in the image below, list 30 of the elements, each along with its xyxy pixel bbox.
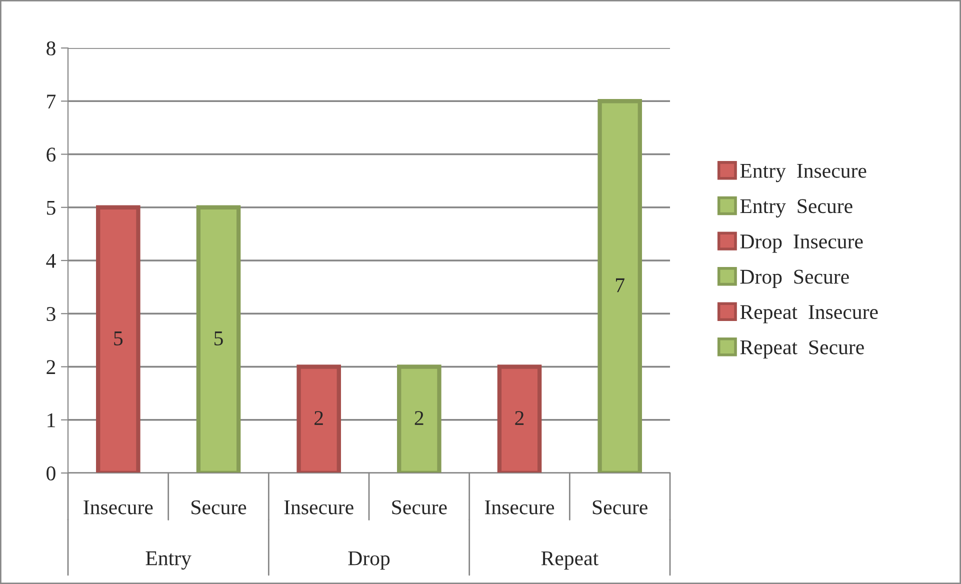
y-tick-label: 0 [46,466,56,480]
data-label: 2 [515,411,524,425]
y-tick-label: 1 [48,413,55,428]
data-label: 2 [414,411,424,425]
text: Entry [146,551,192,570]
x-tick-label: Secure [192,500,246,514]
legend-label: Repeat Secure [740,340,864,359]
legend-label: Drop Secure [740,270,849,288]
y-tick-label: 5 [46,200,56,215]
legend-label: Entry Secure [740,199,852,218]
data-label: 5 [214,332,223,346]
text: Drop [348,551,390,570]
y-tick-label: 4 [46,254,56,268]
legend-label: Drop Insecure [740,234,863,253]
x-tick-label: Secure [392,500,447,514]
x-tick-label: Insecure [84,500,153,514]
data-label: 7 [616,278,624,292]
y-tick-label: 2 [46,360,56,374]
y-tick-label: 6 [46,148,56,162]
x-tick-label: Insecure [284,500,354,514]
x-tick-label: Insecure [484,500,554,514]
data-label: 2 [314,411,323,425]
data-label: 5 [114,332,123,346]
y-tick-label: 8 [46,41,56,56]
x-tick-label: Secure [592,500,648,514]
legend-label: Entry Insecure [740,164,866,182]
y-tick-label: 3 [46,307,56,322]
y-tick-label: 7 [47,94,56,108]
legend-label: Repeat Insecure [740,305,878,324]
text: Repeat [541,551,598,570]
